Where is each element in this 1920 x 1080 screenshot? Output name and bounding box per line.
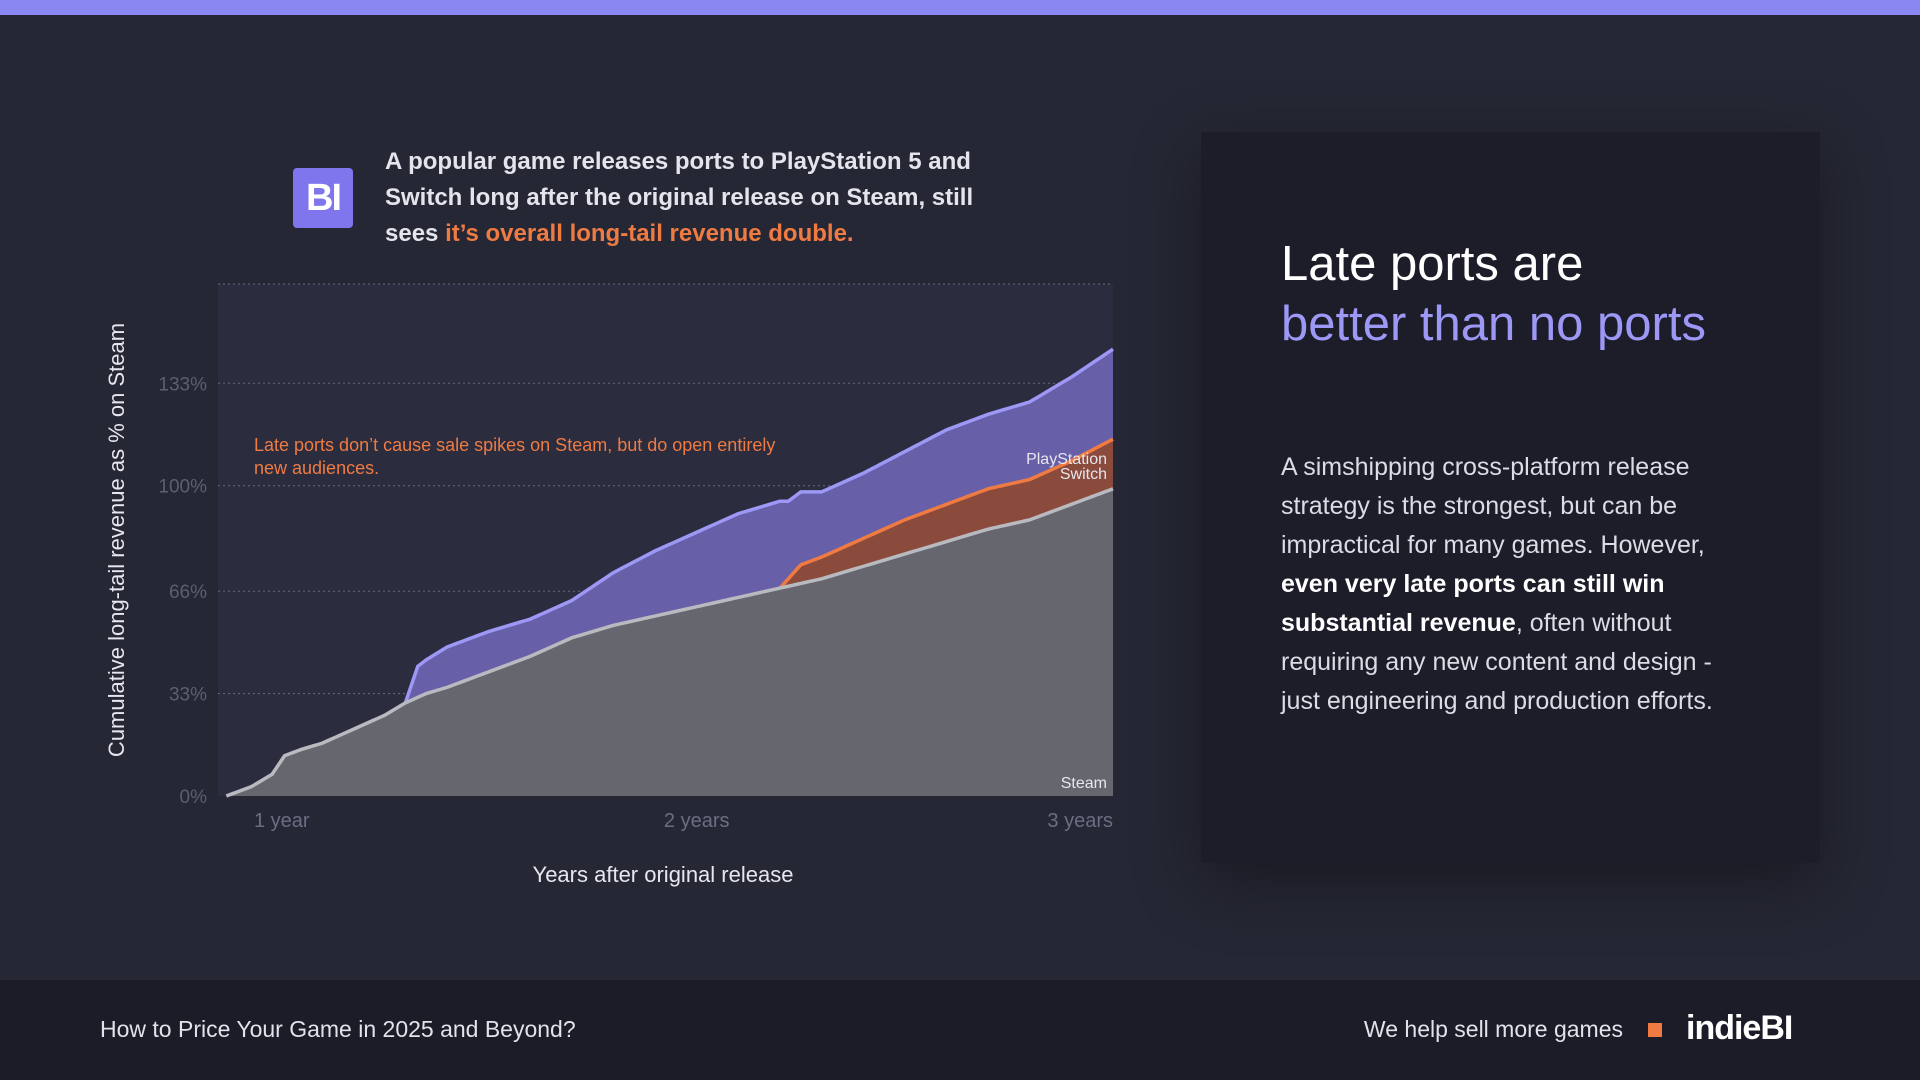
- chart-headline: A popular game releases ports to PlaySta…: [385, 144, 1025, 252]
- footer-bar: [0, 980, 1920, 1080]
- x-tick-label: 3 years: [1047, 810, 1113, 832]
- headline-highlight: it’s overall long-tail revenue double.: [445, 220, 854, 247]
- side-panel-body: A simshipping cross-platform release str…: [1281, 448, 1751, 721]
- chart-annotation: Late ports don’t cause sale spikes on St…: [254, 435, 775, 478]
- top-accent-bar: [0, 0, 1920, 15]
- revenue-area-chart: 0% 33% 66% 100% 133% 1 year 2 years 3 years Pl…: [104, 283, 1114, 887]
- y-axis-label: Cumulative long-tail revenue as % on Ste…: [104, 323, 129, 757]
- series-label-playstation: PlayStation: [1026, 451, 1107, 468]
- y-tick-label: 100%: [158, 477, 207, 498]
- chart-areas: [225, 347, 1114, 798]
- orange-square-icon: [1648, 1023, 1662, 1037]
- y-tick-label: 33%: [169, 685, 207, 706]
- footer-title: How to Price Your Game in 2025 and Beyon…: [100, 1016, 576, 1042]
- playstation-line: [403, 347, 1114, 704]
- steam-area: [226, 488, 1114, 796]
- footer-tagline: We help sell more games: [1363, 1016, 1623, 1042]
- side-body-part-1: A simshipping cross-platform release str…: [1281, 453, 1705, 559]
- side-body-part-2: , often without requiring any new conten…: [1281, 609, 1713, 715]
- switch-area: [779, 439, 1113, 589]
- indiebi-logo-icon: BI: [293, 168, 353, 228]
- y-tick-label: 66%: [169, 582, 207, 603]
- series-label-switch: Switch: [1060, 466, 1107, 483]
- indiebi-brand-logo: indieBI: [1686, 1009, 1793, 1047]
- side-title-main: Late ports are: [1281, 237, 1584, 291]
- side-panel: Late ports are better than no ports A si…: [1201, 132, 1820, 863]
- x-tick-label: 1 year: [254, 810, 310, 832]
- headline-text: A popular game releases ports to PlaySta…: [385, 148, 974, 247]
- y-axis-ticks: 0% 33% 66% 100% 133%: [158, 374, 207, 808]
- side-title-accent: better than no ports: [1281, 297, 1706, 351]
- steam-line: [225, 487, 1114, 798]
- x-axis-ticks: 1 year 2 years 3 years: [254, 810, 1113, 832]
- series-label-steam: Steam: [1061, 775, 1107, 792]
- side-panel-title: Late ports are better than no ports: [1281, 234, 1741, 354]
- y-tick-label: 0%: [180, 787, 208, 808]
- x-tick-label: 2 years: [664, 810, 730, 832]
- playstation-area: [405, 349, 1114, 703]
- y-tick-label: 133%: [158, 374, 207, 395]
- x-axis-label: Years after original release: [533, 862, 794, 887]
- switch-line: [778, 437, 1114, 590]
- side-body-bold: even very late ports can still win subst…: [1281, 570, 1665, 637]
